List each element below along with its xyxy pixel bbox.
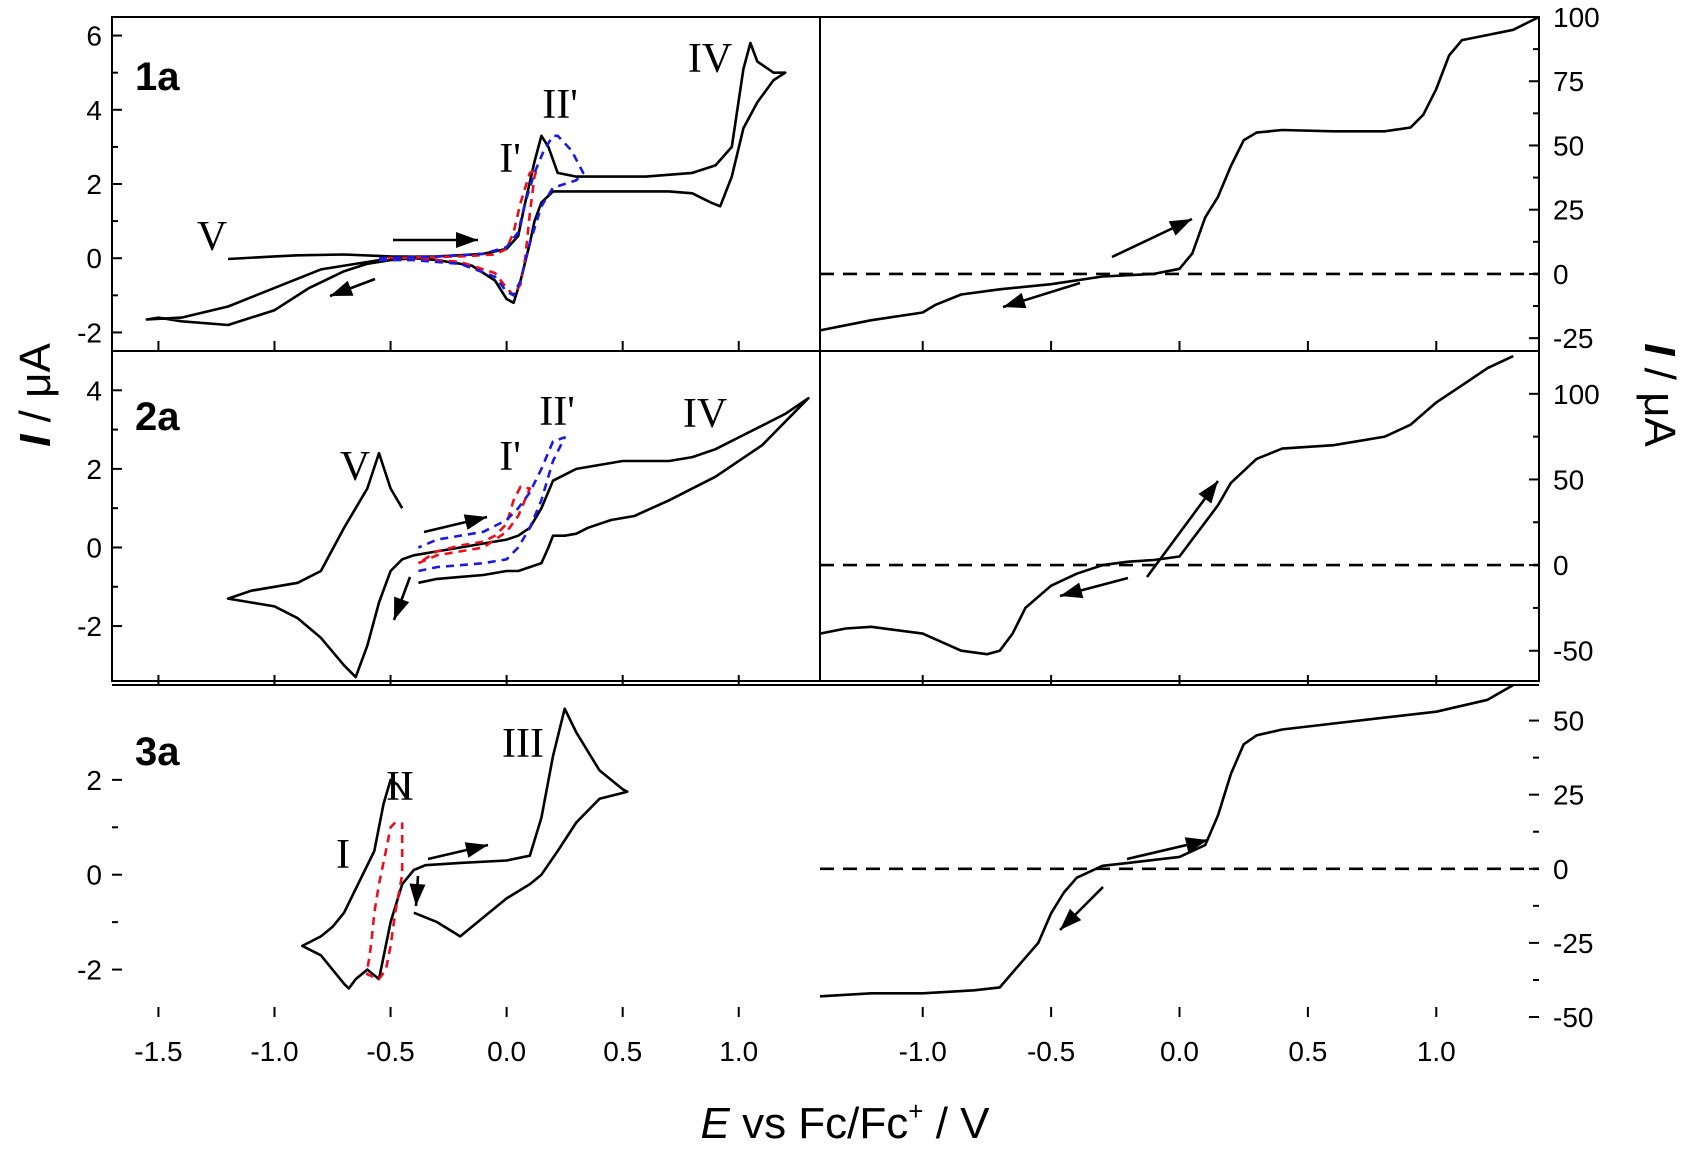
y-tick-label: -50 <box>1553 636 1593 667</box>
x-tick-label: -1.0 <box>250 1036 298 1067</box>
sweep-arrow-head <box>464 842 488 858</box>
y-tick-label: 4 <box>86 375 102 406</box>
x-tick-label: -1.0 <box>899 1036 947 1067</box>
y-tick-label: 6 <box>86 21 102 52</box>
y-tick-label: 0 <box>86 243 102 274</box>
sweep-arrow-head <box>1060 908 1082 930</box>
sweep-arrow-head <box>1168 219 1192 236</box>
sweep-arrow-head <box>409 883 426 906</box>
y-tick-label: 100 <box>1553 379 1600 410</box>
curves-layer <box>145 15 1540 998</box>
sweep-arrow-head <box>394 596 410 620</box>
y-tick-label: -25 <box>1553 928 1593 959</box>
panel-label-2a: 2a <box>135 395 180 439</box>
series-line-3a-left-0 <box>300 707 629 990</box>
x-axis-label: E vs Fc/Fc+ / V <box>700 1096 990 1148</box>
sweep-arrow-head <box>1060 582 1084 599</box>
y-tick-label: 50 <box>1553 464 1584 495</box>
x-tick-label: 1.0 <box>719 1036 758 1067</box>
series-line-1a-right-0 <box>819 15 1540 332</box>
ticks-layer: -2 0 2 4 6 -25 0 25 50 75 100 -2 0 2 4 -50 0 50 100 -2 0 2 -1.… <box>77 2 1600 1067</box>
y-tick-label: 4 <box>86 95 102 126</box>
y-tick-label: -25 <box>1553 323 1593 354</box>
x-tick-label: 0.0 <box>1160 1036 1199 1067</box>
y-tick-label: 0 <box>1553 259 1569 290</box>
peak-label-2a: V <box>340 444 370 490</box>
y-tick-label: 25 <box>1553 780 1584 811</box>
series-line-2a-left-0 <box>226 396 810 679</box>
y-tick-label: 100 <box>1553 2 1600 33</box>
y-tick-label: 2 <box>86 169 102 200</box>
x-tick-label: -0.5 <box>366 1036 414 1067</box>
x-tick-label: 0.0 <box>487 1036 526 1067</box>
panel-label-1a: 1a <box>135 55 180 99</box>
peak-label-2a: IV <box>683 391 727 437</box>
y-tick-label: 75 <box>1553 66 1584 97</box>
series-line-1a-left-2 <box>378 134 585 297</box>
y-tick-label: 2 <box>86 765 102 796</box>
sweep-arrow-head <box>463 514 487 530</box>
peak-label-3a: I <box>336 832 350 878</box>
sweep-arrow-head <box>456 232 478 248</box>
sweep-arrow-head <box>1184 837 1208 853</box>
peak-label-3a: II <box>386 764 414 810</box>
series-line-2a-right-0 <box>819 354 1514 656</box>
y-tick-label: 50 <box>1553 130 1584 161</box>
peak-label-1a: I' <box>499 136 521 182</box>
y-axis-label-right: I / μA <box>1635 343 1684 447</box>
y-tick-label: 0 <box>86 860 102 891</box>
peak-label-3a: III <box>502 721 544 767</box>
peak-label-1a: IV <box>688 36 732 82</box>
peak-label-2a: II' <box>539 389 575 435</box>
sweep-arrow-head <box>1198 481 1218 504</box>
y-tick-label: 25 <box>1553 195 1584 226</box>
sweep-arrow-head <box>1003 292 1027 309</box>
x-tick-label: 1.0 <box>1417 1036 1456 1067</box>
x-tick-label: -0.5 <box>1027 1036 1075 1067</box>
x-tick-label: 0.5 <box>603 1036 642 1067</box>
x-tick-label: 0.5 <box>1288 1036 1327 1067</box>
y-axis-label-left: I / μA <box>11 343 60 447</box>
series-line-2a-left-2 <box>417 436 567 573</box>
peak-label-1a: II' <box>542 82 578 128</box>
peak-label-2a: I' <box>499 434 521 480</box>
y-tick-label: 0 <box>86 532 102 563</box>
y-tick-label: 0 <box>1553 550 1569 581</box>
y-tick-label: -2 <box>77 955 102 986</box>
peak-label-1a: V <box>197 214 227 260</box>
sweep-arrow-head <box>330 280 354 296</box>
y-tick-label: 2 <box>86 454 102 485</box>
series-line-3a-left-1 <box>365 821 404 981</box>
y-tick-label: 50 <box>1553 706 1584 737</box>
series-line-1a-left-1 <box>378 167 539 297</box>
x-tick-label: -1.5 <box>134 1036 182 1067</box>
y-tick-label: -2 <box>77 611 102 642</box>
panel-label-3a: 3a <box>135 730 180 774</box>
y-tick-label: 0 <box>1553 854 1569 885</box>
series-line-1a-left-0 <box>145 41 787 327</box>
series-line-3a-right-0 <box>819 683 1514 998</box>
y-tick-label: -50 <box>1553 1002 1593 1033</box>
left-axes-frame <box>111 16 821 682</box>
y-tick-label: -2 <box>77 317 102 348</box>
